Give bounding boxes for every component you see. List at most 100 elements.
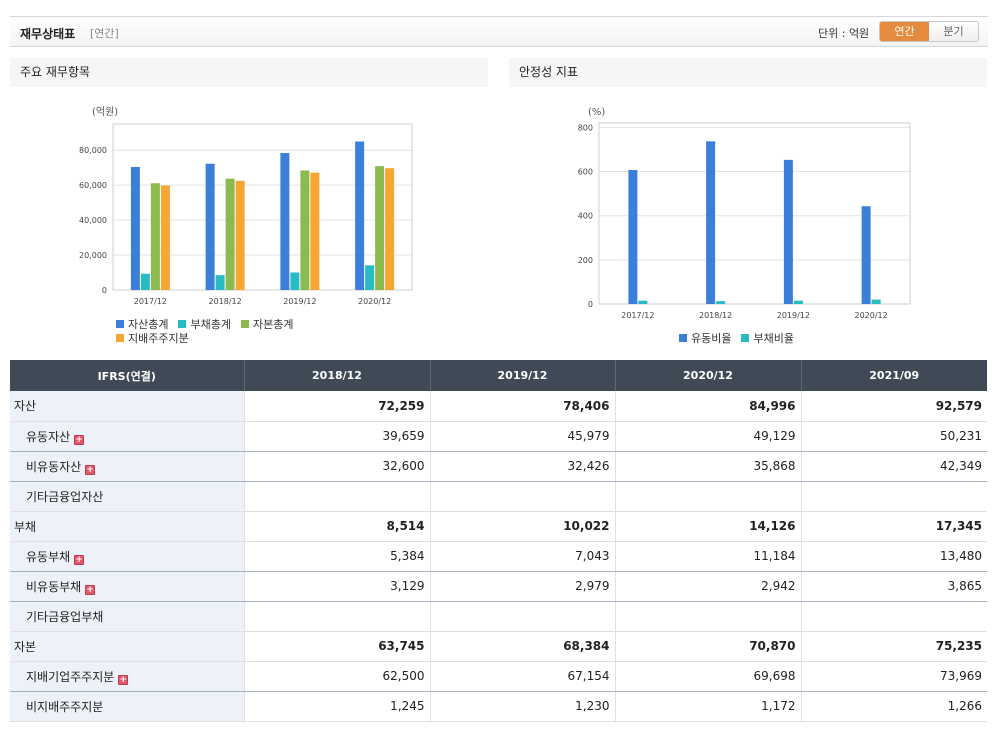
chart-area: (억원) 0 20,000 40,000 60,000 80,000 2017/12 2018… [10,87,488,358]
value-cell [429,601,615,632]
legend-label: 자산총계 [128,318,169,331]
x-tick-label: 2019/12 [777,311,810,320]
value-cell: 1,172 [614,691,801,722]
chart-area: (%) 0 200 400 600 800 2017/12 2018/12 2019/12 202… [509,87,987,358]
y-tick-label: 60,000 [79,181,107,190]
value-cell: 8,514 [243,511,430,542]
row-label-cell: 비지배주주지분 [10,691,244,722]
value-cell: 1,230 [429,691,615,722]
value-cell [800,481,987,512]
row-label: 자본 [14,639,37,654]
bar [375,166,385,290]
annual-toggle-button[interactable]: 연간 [880,22,929,41]
legend-label: 지배주주지분 [128,332,189,345]
bar [628,170,638,304]
expand-plus-icon[interactable]: + [118,674,129,685]
row-label: 비유동부채 [26,579,82,594]
legend-swatch [116,320,124,328]
legend-swatch [741,334,750,342]
expand-plus-icon[interactable]: + [74,554,85,565]
x-tick-label: 2020/12 [855,311,888,320]
y-tick-label: 0 [102,286,107,295]
row-label-cell: 비유동부채 + [10,571,244,602]
bar [638,300,648,304]
value-cell: 35,868 [614,451,801,482]
stability-chart: (%) 0 200 400 600 800 2017/12 2018/12 2019/12 202… [578,107,911,320]
table-header-row: IFRS(연결) 2018/12 2019/12 2020/12 2021/09 [10,360,987,391]
row-label: 유동자산 [26,429,71,444]
y-tick-label: 0 [588,300,593,309]
bar [310,172,320,290]
legend-item: 부채총계 [178,317,231,331]
row-label: 기타금융업자산 [26,489,104,504]
x-tick-label: 2018/12 [699,311,732,320]
row-label: 유동부채 [26,549,71,564]
row-label: 비유동자산 [26,459,82,474]
bar [150,183,160,290]
bar [793,300,803,304]
legend-item: 자산총계 [116,317,168,331]
value-cell: 1,245 [243,691,430,722]
expand-plus-icon[interactable]: + [85,464,96,475]
table-header-cell: 2020/12 [614,360,801,391]
value-cell: 72,259 [243,391,430,422]
value-cell: 17,345 [800,511,987,542]
y-tick-label: 80,000 [79,146,107,155]
bar [130,166,140,290]
quarterly-toggle-button[interactable]: 분기 [929,22,978,41]
value-cell: 13,480 [800,541,987,572]
bar [235,180,245,290]
plot-frame [112,123,413,291]
value-cell: 92,579 [800,391,987,422]
y-tick-label: 400 [578,212,593,221]
value-cell: 32,426 [429,451,615,482]
bar [225,178,235,290]
bar [300,170,310,290]
table-row: 유동부채 +5,384 7,043 11,184 13,480 [10,541,987,572]
value-cell: 3,129 [243,571,430,602]
bar [365,265,375,290]
value-cell: 50,231 [800,421,987,452]
bar [716,301,726,304]
value-cell: 70,870 [614,631,801,662]
row-label-cell: 기타금융업부채 [10,601,244,632]
row-label: 지배기업주주지분 [26,669,115,684]
bar [140,273,150,290]
bar [783,159,793,304]
y-tick-label: 40,000 [79,216,107,225]
table-header-cell: 2018/12 [243,360,430,391]
bar [160,185,170,290]
table-header-cell: IFRS(연결) [10,360,244,391]
legend-item: 유동비율 [679,331,731,345]
table-row: 기타금융업자산 [10,481,987,512]
expand-plus-icon[interactable]: + [74,434,85,445]
period-toggle: 연간 분기 [879,21,979,42]
row-label-cell: 자산 [10,391,244,422]
row-label: 자산 [14,399,37,414]
table-header-cell: 2019/12 [429,360,615,391]
row-label-cell: 기타금융업자산 [10,481,244,512]
expand-plus-icon[interactable]: + [85,584,96,595]
row-label-cell: 비유동자산 + [10,451,244,482]
value-cell: 39,659 [243,421,430,452]
row-label: 부채 [14,519,37,534]
table-row: 비지배주주지분 1,245 1,230 1,172 1,266 [10,691,987,722]
row-label-cell: 부채 [10,511,244,542]
value-cell [243,601,430,632]
value-cell: 69,698 [614,661,801,692]
plot-frame [598,122,911,305]
value-cell: 75,235 [800,631,987,662]
value-cell: 49,129 [614,421,801,452]
value-cell [614,601,801,632]
legend-item: 지배주주지분 [116,331,189,345]
key-financials-chart: (억원) 0 20,000 40,000 60,000 80,000 2017/12 2018… [79,106,413,306]
value-cell: 1,266 [800,691,987,722]
bar [355,141,365,290]
value-cell: 32,600 [243,451,430,482]
bar [205,163,215,290]
value-cell: 11,184 [614,541,801,572]
key-financials-panel: 주요 재무항목 (억원) 0 20,000 40,000 60,000 80,000 201… [10,58,488,358]
table-row: 자산 72,259 78,406 84,996 92,579 [10,391,987,422]
legend-swatch [116,334,124,342]
legend-swatch [679,334,687,342]
